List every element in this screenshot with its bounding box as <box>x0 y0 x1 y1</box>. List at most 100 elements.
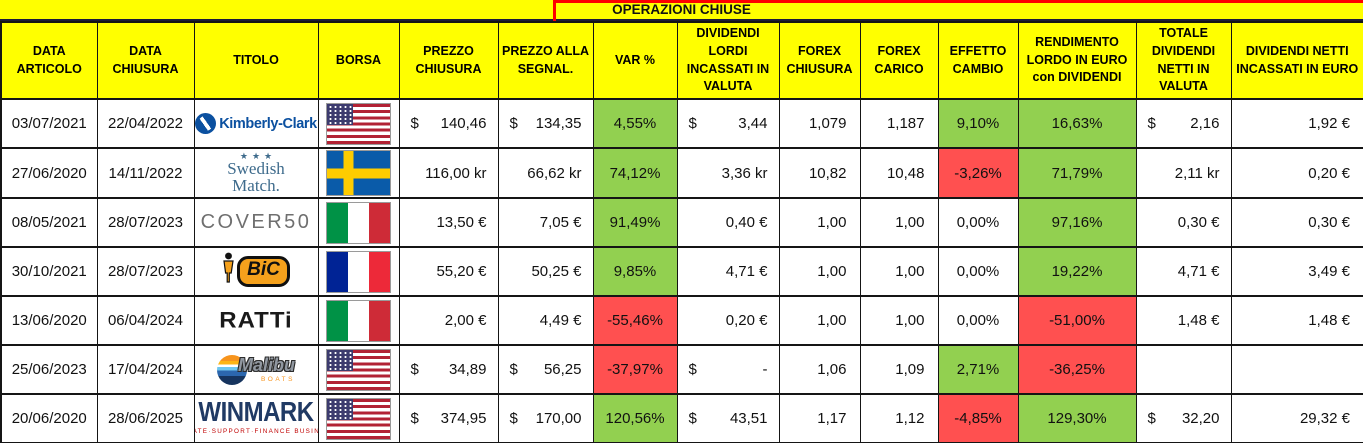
cell-prezzo-segnal[interactable]: $ 56,25 <box>497 344 594 395</box>
cell-var[interactable]: -37,97% <box>592 344 678 395</box>
cell-forex-carico[interactable]: 10,48 <box>859 147 939 199</box>
cell-data-chiusura[interactable]: 06/04/2024 <box>96 295 195 346</box>
col-header-data-articolo[interactable]: DATA ARTICOLO <box>0 21 98 100</box>
cell-var[interactable]: 91,49% <box>592 197 678 248</box>
cell-effetto-cambio[interactable]: 0,00% <box>937 197 1019 248</box>
cell-data-chiusura[interactable]: 28/06/2025 <box>96 393 195 443</box>
col-header-borsa[interactable]: BORSA <box>317 21 400 100</box>
cell-borsa[interactable] <box>317 246 400 297</box>
cell-totale-dividendi-netti[interactable] <box>1135 344 1232 395</box>
cell-data-articolo[interactable]: 13/06/2020 <box>0 295 98 346</box>
cell-dividendi-netti-euro[interactable]: 1,48 € <box>1230 295 1363 346</box>
cell-dividendi-lordi[interactable]: 3,36 kr <box>676 147 780 199</box>
cell-prezzo-chiusura[interactable]: 116,00 kr <box>398 147 499 199</box>
cell-data-articolo[interactable]: 25/06/2023 <box>0 344 98 395</box>
cell-dividendi-lordi[interactable]: 0,40 € <box>676 197 780 248</box>
cell-dividendi-lordi[interactable]: 4,71 € <box>676 246 780 297</box>
cell-dividendi-netti-euro[interactable]: 0,30 € <box>1230 197 1363 248</box>
cell-var[interactable]: 120,56% <box>592 393 678 443</box>
cell-rendimento-lordo[interactable]: 16,63% <box>1017 98 1137 149</box>
col-header-data-chiusura[interactable]: DATA CHIUSURA <box>96 21 195 100</box>
cell-var[interactable]: 74,12% <box>592 147 678 199</box>
cell-totale-dividendi-netti[interactable]: 0,30 € <box>1135 197 1232 248</box>
cell-prezzo-segnal[interactable]: 66,62 kr <box>497 147 594 199</box>
cell-data-chiusura[interactable]: 17/04/2024 <box>96 344 195 395</box>
cell-dividendi-lordi[interactable]: $ 43,51 <box>676 393 780 443</box>
cell-dividendi-netti-euro[interactable]: 1,92 € <box>1230 98 1363 149</box>
cell-data-chiusura[interactable]: 22/04/2022 <box>96 98 195 149</box>
col-header-dividendi-lordi[interactable]: DIVIDENDI LORDI INCASSATI IN VALUTA <box>676 21 780 100</box>
cell-rendimento-lordo[interactable]: -51,00% <box>1017 295 1137 346</box>
cell-titolo[interactable]: Kimberly-Clark <box>193 98 319 149</box>
cell-prezzo-chiusura[interactable]: $ 374,95 <box>398 393 499 443</box>
col-header-prezzo-chiusura[interactable]: PREZZO CHIUSURA <box>398 21 499 100</box>
cell-prezzo-segnal[interactable]: 50,25 € <box>497 246 594 297</box>
cell-titolo[interactable]: BiC <box>193 246 319 297</box>
cell-prezzo-segnal[interactable]: 4,49 € <box>497 295 594 346</box>
cell-forex-chiusura[interactable]: 1,00 <box>778 295 861 346</box>
cell-effetto-cambio[interactable]: 2,71% <box>937 344 1019 395</box>
col-header-titolo[interactable]: TITOLO <box>193 21 319 100</box>
cell-var[interactable]: 4,55% <box>592 98 678 149</box>
col-header-forex-carico[interactable]: FOREX CARICO <box>859 21 939 100</box>
cell-data-articolo[interactable]: 03/07/2021 <box>0 98 98 149</box>
cell-rendimento-lordo[interactable]: -36,25% <box>1017 344 1137 395</box>
cell-forex-carico[interactable]: 1,00 <box>859 246 939 297</box>
cell-titolo[interactable]: Malibu BOATS <box>193 344 319 395</box>
col-header-var[interactable]: VAR % <box>592 21 678 100</box>
cell-borsa[interactable] <box>317 295 400 346</box>
cell-data-chiusura[interactable]: 28/07/2023 <box>96 197 195 248</box>
cell-prezzo-chiusura[interactable]: 2,00 € <box>398 295 499 346</box>
cell-forex-chiusura[interactable]: 1,00 <box>778 246 861 297</box>
cell-data-articolo[interactable]: 20/06/2020 <box>0 393 98 443</box>
cell-data-articolo[interactable]: 27/06/2020 <box>0 147 98 199</box>
cell-rendimento-lordo[interactable]: 19,22% <box>1017 246 1137 297</box>
cell-dividendi-netti-euro[interactable]: 3,49 € <box>1230 246 1363 297</box>
cell-prezzo-segnal[interactable]: 7,05 € <box>497 197 594 248</box>
cell-totale-dividendi-netti[interactable]: 2,11 kr <box>1135 147 1232 199</box>
col-header-dividendi-netti-euro[interactable]: DIVIDENDI NETTI INCASSATI IN EURO <box>1230 21 1363 100</box>
cell-borsa[interactable] <box>317 98 400 149</box>
cell-titolo[interactable]: WINMARK CREATE·SUPPORT·FINANCE BUSINESS <box>193 393 319 443</box>
cell-forex-carico[interactable]: 1,187 <box>859 98 939 149</box>
cell-var[interactable]: 9,85% <box>592 246 678 297</box>
cell-var[interactable]: -55,46% <box>592 295 678 346</box>
cell-data-articolo[interactable]: 08/05/2021 <box>0 197 98 248</box>
cell-forex-chiusura[interactable]: 1,079 <box>778 98 861 149</box>
cell-prezzo-chiusura[interactable]: 55,20 € <box>398 246 499 297</box>
cell-borsa[interactable] <box>317 393 400 443</box>
cell-totale-dividendi-netti[interactable]: $ 2,16 <box>1135 98 1232 149</box>
cell-borsa[interactable] <box>317 344 400 395</box>
cell-dividendi-netti-euro[interactable] <box>1230 344 1363 395</box>
cell-dividendi-lordi[interactable]: $ 3,44 <box>676 98 780 149</box>
cell-totale-dividendi-netti[interactable]: 1,48 € <box>1135 295 1232 346</box>
cell-forex-carico[interactable]: 1,12 <box>859 393 939 443</box>
cell-totale-dividendi-netti[interactable]: $ 32,20 <box>1135 393 1232 443</box>
cell-prezzo-segnal[interactable]: $ 170,00 <box>497 393 594 443</box>
col-header-effetto-cambio[interactable]: EFFETTO CAMBIO <box>937 21 1019 100</box>
cell-dividendi-lordi[interactable]: 0,20 € <box>676 295 780 346</box>
cell-data-chiusura[interactable]: 28/07/2023 <box>96 246 195 297</box>
cell-dividendi-netti-euro[interactable]: 0,20 € <box>1230 147 1363 199</box>
cell-effetto-cambio[interactable]: 0,00% <box>937 295 1019 346</box>
cell-prezzo-chiusura[interactable]: $ 140,46 <box>398 98 499 149</box>
col-header-totale-dividendi-netti[interactable]: TOTALE DIVIDENDI NETTI IN VALUTA <box>1135 21 1232 100</box>
cell-data-articolo[interactable]: 30/10/2021 <box>0 246 98 297</box>
cell-effetto-cambio[interactable]: 0,00% <box>937 246 1019 297</box>
cell-prezzo-chiusura[interactable]: 13,50 € <box>398 197 499 248</box>
cell-rendimento-lordo[interactable]: 71,79% <box>1017 147 1137 199</box>
cell-rendimento-lordo[interactable]: 97,16% <box>1017 197 1137 248</box>
cell-forex-chiusura[interactable]: 1,17 <box>778 393 861 443</box>
cell-effetto-cambio[interactable]: 9,10% <box>937 98 1019 149</box>
cell-titolo[interactable]: COVER50 <box>193 197 319 248</box>
col-header-forex-chiusura[interactable]: FOREX CHIUSURA <box>778 21 861 100</box>
cell-dividendi-netti-euro[interactable]: 29,32 € <box>1230 393 1363 443</box>
cell-borsa[interactable] <box>317 197 400 248</box>
col-header-prezzo-alla-segnal[interactable]: PREZZO ALLA SEGNAL. <box>497 21 594 100</box>
cell-rendimento-lordo[interactable]: 129,30% <box>1017 393 1137 443</box>
cell-titolo[interactable]: ★★★ Swedish Match. <box>193 147 319 199</box>
cell-forex-carico[interactable]: 1,09 <box>859 344 939 395</box>
cell-prezzo-chiusura[interactable]: $ 34,89 <box>398 344 499 395</box>
cell-forex-carico[interactable]: 1,00 <box>859 295 939 346</box>
cell-effetto-cambio[interactable]: -3,26% <box>937 147 1019 199</box>
